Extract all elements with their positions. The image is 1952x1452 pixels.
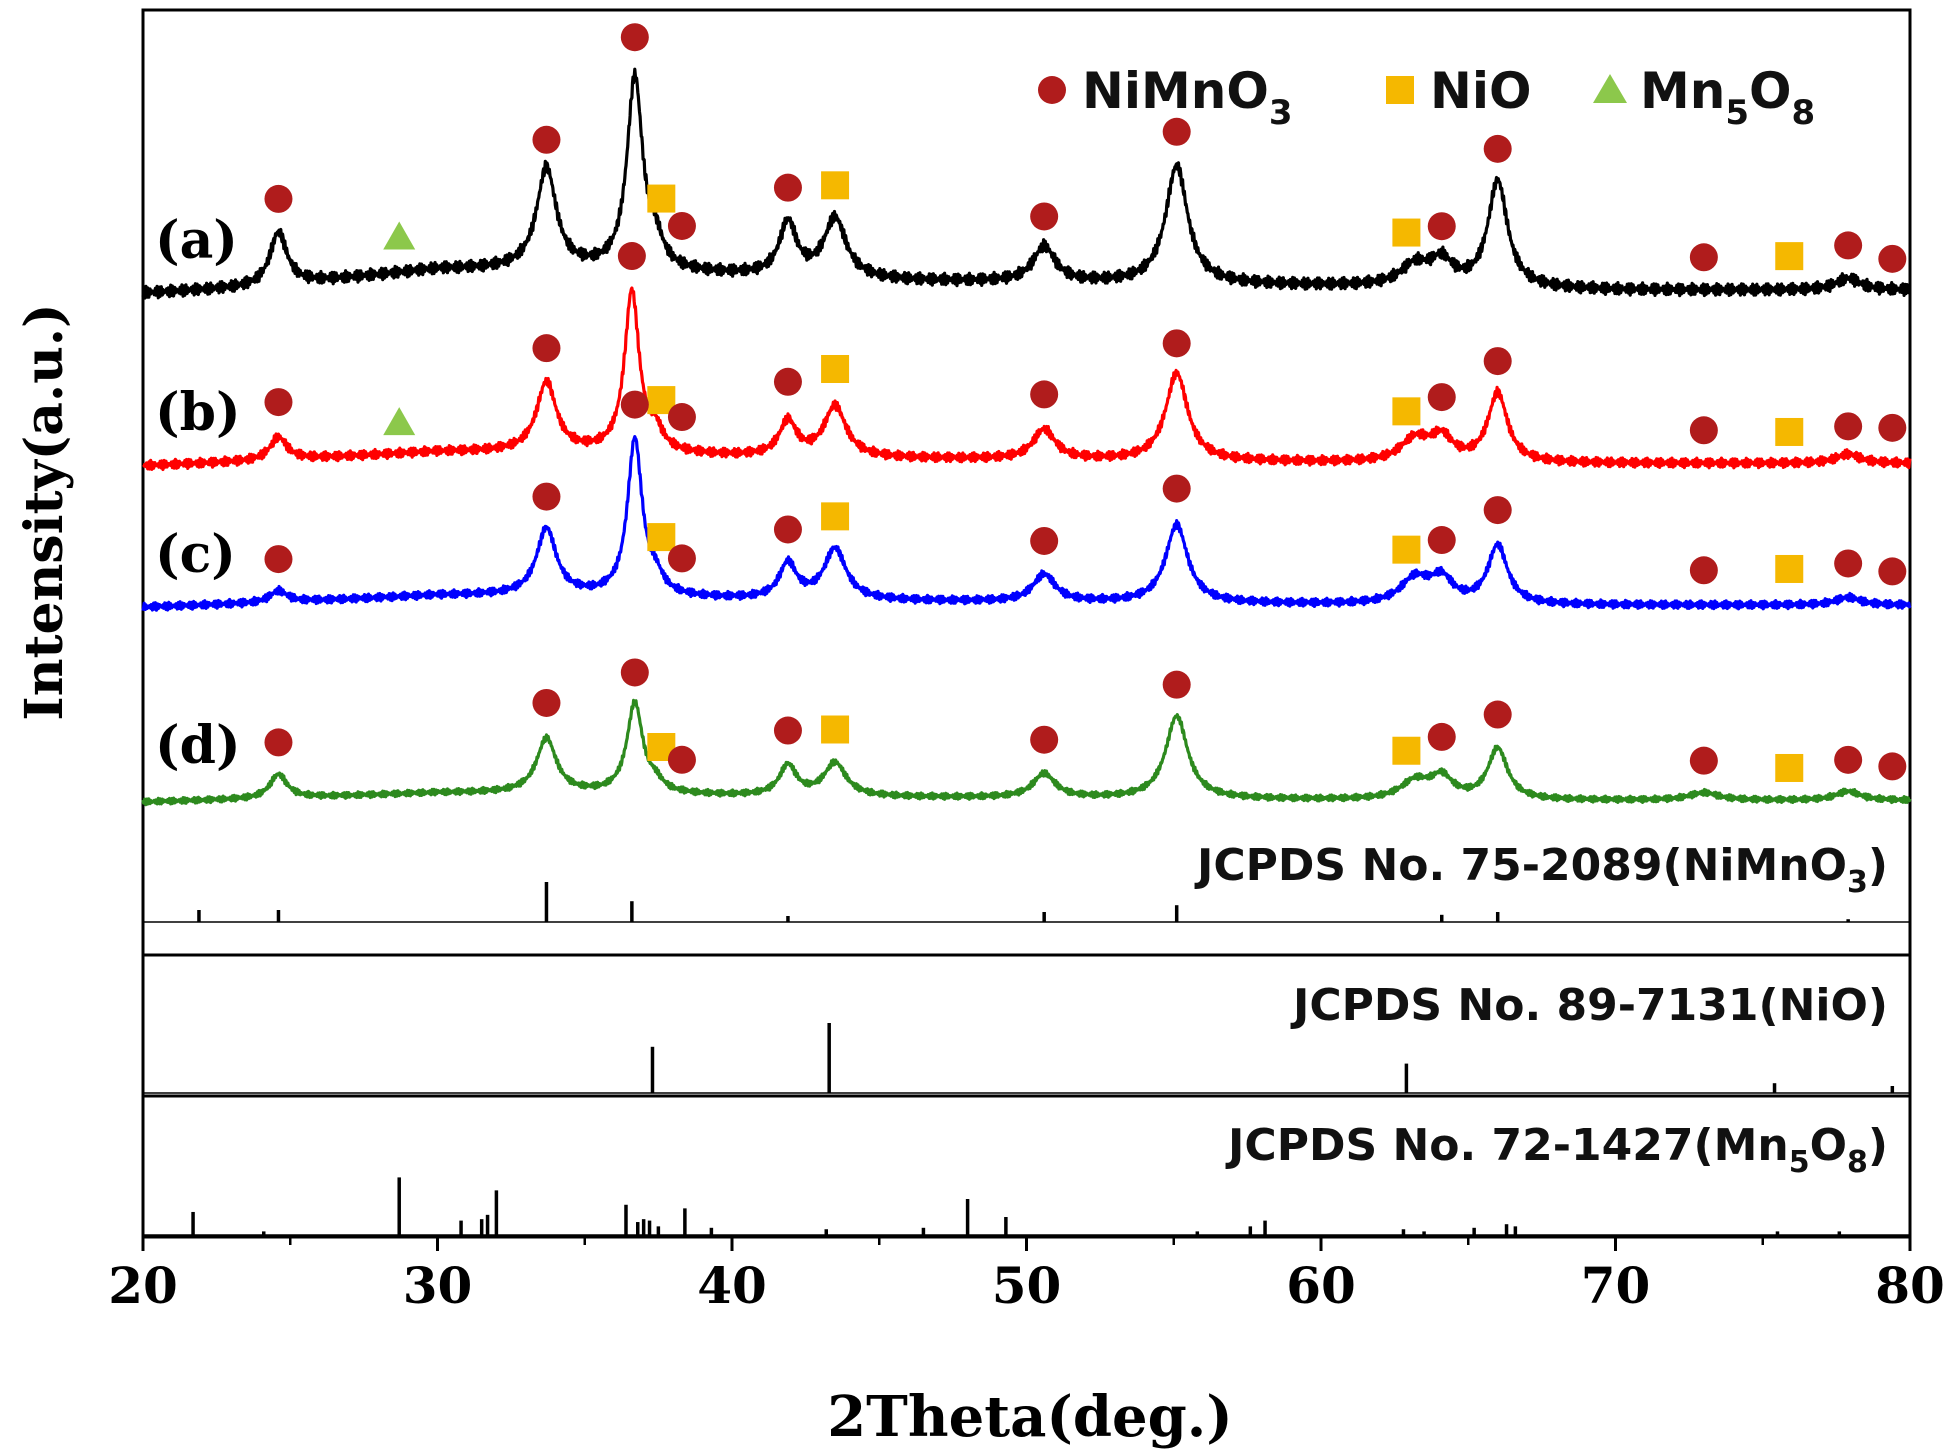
mn5o8-marker [383, 221, 416, 250]
nimno3-marker [773, 716, 802, 745]
y-axis-label: Intensity(a.u.) [14, 303, 75, 720]
nio-marker [1775, 242, 1804, 271]
series-label: (d) [155, 715, 241, 776]
nimno3-marker [532, 482, 561, 511]
phase-markers [264, 23, 1907, 782]
nimno3-marker [1162, 670, 1191, 699]
x-tick-label: 50 [992, 1256, 1062, 1315]
series-label: (a) [155, 210, 238, 271]
x-tick-label: 60 [1286, 1256, 1356, 1315]
reference-label: JCPDS No. 75-2089(NiMnO3) [1194, 840, 1888, 900]
x-axis-label: 2Theta(deg.) [827, 1384, 1233, 1450]
nimno3-marker [667, 211, 696, 240]
legend-square-icon [1386, 76, 1414, 104]
nimno3-marker [620, 658, 649, 687]
x-tick-label: 80 [1875, 1256, 1945, 1315]
nimno3-marker [1162, 329, 1191, 358]
nimno3-marker [264, 728, 293, 757]
nimno3-marker [773, 515, 802, 544]
series-line-0 [141, 67, 1912, 300]
nimno3-marker [620, 390, 649, 419]
nimno3-marker [532, 688, 561, 717]
x-tick-label: 30 [403, 1256, 473, 1315]
series-label: (c) [155, 524, 236, 585]
nimno3-marker [1030, 202, 1059, 231]
nimno3-marker [1427, 722, 1456, 751]
nimno3-marker [1483, 496, 1512, 525]
legend: NiMnO3 NiO Mn5O8 [1038, 62, 1815, 133]
nio-marker [1775, 554, 1804, 583]
nimno3-marker [532, 334, 561, 363]
series-label: (b) [155, 382, 241, 443]
nio-marker [1392, 218, 1421, 247]
x-tick-label: 70 [1581, 1256, 1651, 1315]
legend-label: NiMnO3 [1082, 62, 1293, 133]
reference-label: JCPDS No. 72-1427(Mn5O8) [1225, 1120, 1888, 1180]
nimno3-marker [1878, 752, 1907, 781]
nimno3-marker [1483, 134, 1512, 163]
nio-marker [1392, 535, 1421, 564]
plot-border [141, 8, 1912, 1239]
nio-marker [1775, 417, 1804, 446]
nio-marker [647, 184, 676, 213]
legend-label: NiO [1430, 62, 1532, 120]
nimno3-marker [1030, 526, 1059, 555]
series-line-3 [141, 698, 1912, 807]
nimno3-marker [1427, 526, 1456, 555]
nio-marker [1392, 736, 1421, 765]
nimno3-marker [1834, 231, 1863, 260]
nimno3-marker [264, 545, 293, 574]
nimno3-marker [620, 23, 649, 52]
nimno3-marker [264, 388, 293, 417]
reference-panels: JCPDS No. 75-2089(NiMnO3) JCPDS No. 89-71… [143, 840, 1910, 1236]
nimno3-marker [1030, 380, 1059, 409]
nimno3-marker [617, 242, 646, 271]
nimno3-marker [667, 544, 696, 573]
nimno3-marker [1030, 725, 1059, 754]
legend-triangle-icon [1593, 74, 1627, 103]
x-axis: 20 30 40 50 60 70 80 [108, 1237, 1945, 1315]
nimno3-marker [264, 184, 293, 213]
x-tick-label: 40 [697, 1256, 767, 1315]
nio-marker [821, 171, 850, 200]
series-layer: (a) (b) (c) (d) [141, 67, 1912, 807]
nimno3-marker [1689, 556, 1718, 585]
nimno3-marker [773, 367, 802, 396]
nimno3-marker [773, 173, 802, 202]
nio-marker [1392, 397, 1421, 426]
nimno3-marker [1878, 413, 1907, 442]
legend-label: Mn5O8 [1640, 62, 1815, 133]
nimno3-marker [667, 403, 696, 432]
nimno3-marker [1834, 412, 1863, 441]
nimno3-marker [1483, 700, 1512, 729]
nimno3-marker [1689, 746, 1718, 775]
nio-marker [821, 502, 850, 531]
legend-circle-icon [1038, 76, 1066, 104]
reference-label: JCPDS No. 89-7131(NiO) [1290, 980, 1888, 1031]
nimno3-marker [667, 745, 696, 774]
nimno3-marker [1878, 557, 1907, 586]
nimno3-marker [1427, 383, 1456, 412]
x-tick-label: 20 [108, 1256, 178, 1315]
nimno3-marker [532, 125, 561, 154]
nio-marker [821, 354, 850, 383]
nio-marker [647, 523, 676, 552]
nimno3-marker [1689, 243, 1718, 272]
series-line-2 [141, 435, 1912, 612]
nimno3-marker [1834, 549, 1863, 578]
series-line-1 [142, 286, 1912, 472]
nimno3-marker [1427, 212, 1456, 241]
nio-marker [1775, 753, 1804, 782]
nimno3-marker [1162, 474, 1191, 503]
plot-frame [141, 8, 1912, 1239]
mn5o8-marker [383, 407, 416, 436]
nio-marker [821, 715, 850, 744]
nimno3-marker [1162, 117, 1191, 146]
nimno3-marker [1878, 244, 1907, 273]
nimno3-marker [1834, 745, 1863, 774]
nimno3-marker [1483, 347, 1512, 376]
nimno3-marker [1689, 416, 1718, 445]
